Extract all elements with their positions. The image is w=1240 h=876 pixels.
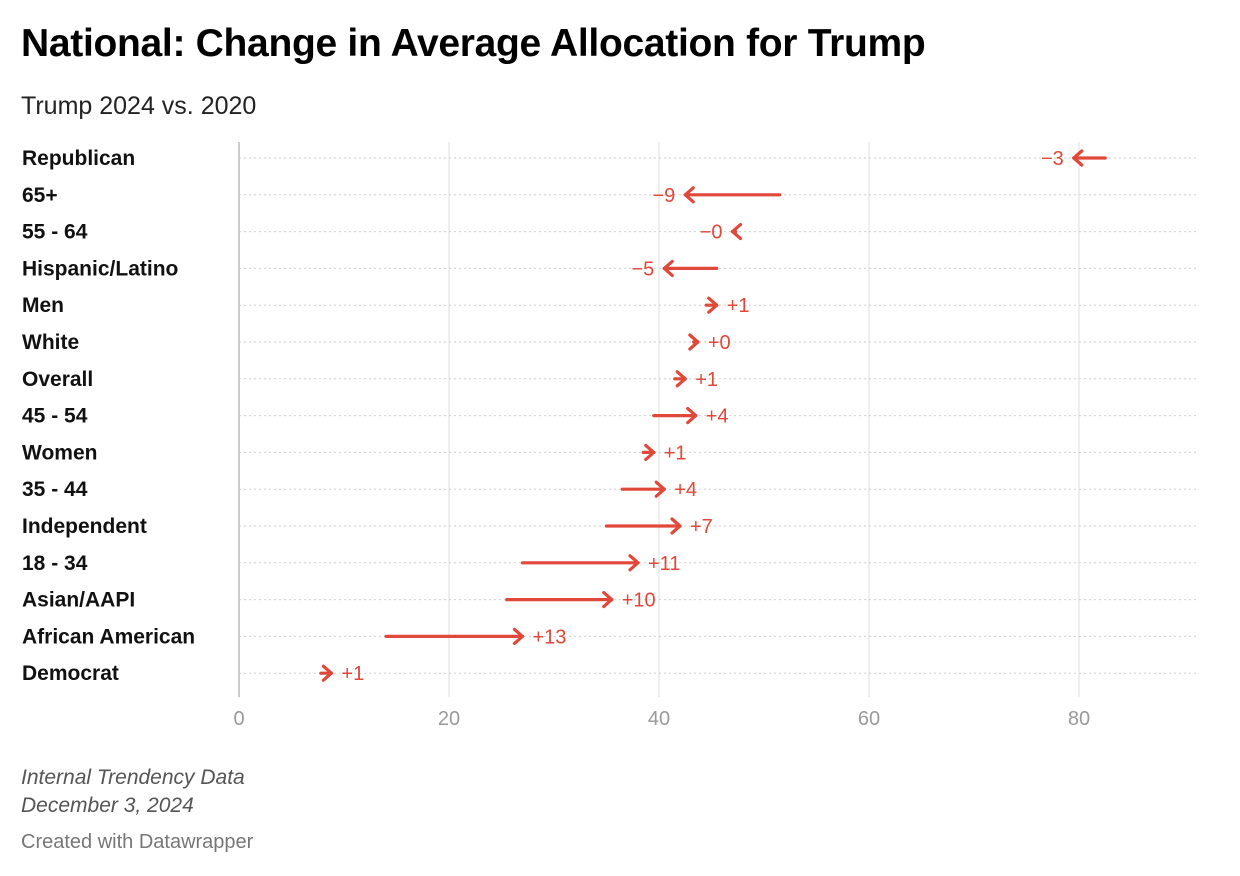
arrow-mark (319, 664, 333, 682)
arrow-mark (384, 627, 525, 646)
arrow-chart: Republican 65+ 55 - 64 Hispanic/Latino Men Wh… (22, 142, 1196, 730)
category-label: Democrat (22, 662, 119, 685)
arrow-mark (683, 186, 782, 204)
arrow-mark (688, 333, 700, 351)
value-label: +4 (674, 479, 697, 501)
footer-date: December 3, 2024 (21, 794, 194, 817)
category-label: Republican (22, 147, 135, 170)
category-label: Women (22, 441, 97, 464)
value-label: +4 (706, 406, 729, 428)
value-label: −5 (631, 258, 654, 280)
category-label: White (22, 331, 79, 354)
value-label: −9 (652, 185, 675, 207)
x-tick-label: 80 (1068, 708, 1090, 730)
grid-layer (238, 142, 1080, 698)
value-labels: −3 −9 −0 −5 +1 +0 +1 +4 +1 +4 +7 +11 +10 +13 +1 (341, 148, 1063, 685)
value-label: +7 (690, 516, 713, 538)
x-tick-label: 60 (858, 708, 880, 730)
value-label: +1 (695, 369, 718, 391)
arrow-mark (604, 517, 682, 535)
value-label: −0 (700, 222, 723, 244)
arrow-mark (505, 591, 614, 609)
category-label: 65+ (22, 184, 58, 207)
chart-title: National: Change in Average Allocation f… (21, 22, 926, 65)
arrow-marks (319, 149, 1107, 682)
category-label: Independent (22, 515, 147, 538)
value-label: +13 (533, 626, 567, 648)
x-tick-label: 0 (233, 708, 244, 730)
arrow-mark (620, 480, 666, 498)
x-tick-label: 20 (438, 708, 460, 730)
arrow-mark (520, 554, 640, 572)
category-labels: Republican 65+ 55 - 64 Hispanic/Latino Men Wh… (22, 147, 195, 685)
arrow-mark (662, 259, 719, 277)
footer-credit: Created with Datawrapper (21, 831, 254, 853)
value-label: +1 (664, 442, 687, 464)
category-label: Asian/AAPI (22, 589, 135, 612)
category-label: 35 - 44 (22, 478, 88, 501)
value-label: +1 (727, 295, 750, 317)
value-label: +1 (341, 663, 364, 685)
footer-source: Internal Trendency Data (21, 766, 245, 789)
category-label: Hispanic/Latino (22, 257, 178, 280)
category-label: 55 - 64 (22, 221, 88, 244)
arrow-mark (652, 407, 698, 425)
category-label: 18 - 34 (22, 552, 88, 575)
value-label: −3 (1041, 148, 1064, 170)
category-label: Men (22, 294, 64, 317)
chart-subtitle: Trump 2024 vs. 2020 (21, 92, 257, 120)
arrow-mark (730, 222, 743, 241)
category-label: African American (22, 625, 195, 648)
value-label: +10 (622, 590, 656, 612)
x-axis-ticks: 0 20 40 60 80 (233, 708, 1090, 730)
x-tick-label: 40 (648, 708, 670, 730)
arrow-mark (673, 370, 687, 388)
value-label: +11 (648, 553, 680, 575)
category-label: 45 - 54 (22, 405, 88, 428)
arrow-mark (641, 443, 656, 461)
arrow-mark (704, 296, 719, 314)
arrow-mark (1072, 149, 1107, 167)
value-label: +0 (708, 332, 731, 354)
category-label: Overall (22, 368, 93, 391)
